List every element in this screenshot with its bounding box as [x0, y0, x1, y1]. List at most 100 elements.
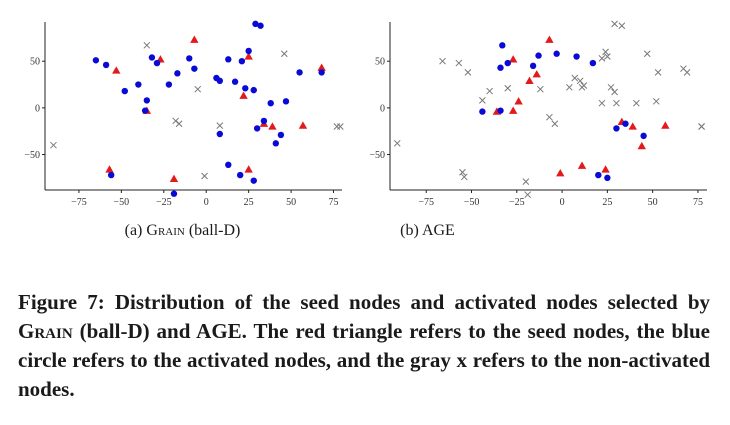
- non-activated-node-point: [336, 123, 344, 130]
- non-activated-node-point: [571, 74, 579, 82]
- activated-node-point: [272, 140, 280, 147]
- activated-node-point: [504, 59, 511, 67]
- seed-node-point: [637, 141, 646, 150]
- activated-node-point: [267, 100, 274, 107]
- activated-node-point: [153, 59, 161, 67]
- activated-node-point: [216, 77, 224, 85]
- scatter-plot-b: −75 −50 −25 0 25 50 75 −50 0 50: [369, 20, 707, 208]
- non-activated-node-point: [683, 69, 691, 76]
- seed-node-point: [105, 165, 114, 173]
- seed-node-point: [661, 121, 670, 129]
- non-activated-node-point: [643, 50, 651, 58]
- x-tick-label: 0: [204, 197, 209, 208]
- activated-node-point: [604, 174, 611, 182]
- non-activated-node-point: [194, 85, 202, 93]
- non-activated-node-point: [143, 41, 151, 49]
- seed-node-point: [601, 165, 610, 173]
- activated-node-point: [479, 108, 486, 115]
- figure-caption-prefix: Figure 7: Distribution of the seed nodes…: [18, 290, 710, 314]
- activated-node-point: [107, 171, 115, 179]
- non-activated-node-point: [546, 113, 553, 121]
- seed-node-point: [532, 70, 541, 78]
- activated-node-point: [296, 69, 303, 76]
- activated-node-point: [225, 56, 232, 63]
- non-activated-node-point: [175, 120, 183, 128]
- figure-caption-suffix: (ball-D) and AGE. The red triangle refer…: [18, 319, 710, 401]
- activated-node-point: [499, 42, 506, 49]
- activated-node-point: [640, 132, 647, 140]
- activated-node-point: [191, 65, 198, 72]
- non-activated-node-point: [393, 139, 401, 147]
- activated-node-point: [613, 125, 620, 132]
- non-activated-node-point: [598, 55, 606, 62]
- activated-node-point: [148, 54, 156, 61]
- non-activated-node-point: [460, 173, 468, 181]
- activated-node-point: [135, 81, 142, 88]
- x-tick-label: 75: [693, 197, 703, 208]
- non-activated-node-point: [618, 22, 626, 30]
- non-activated-node-point: [565, 83, 573, 91]
- activated-node-point: [238, 58, 246, 65]
- seed-node-point: [514, 97, 523, 105]
- seed-node-point: [508, 55, 518, 63]
- subcaption-b: (b) AGE: [365, 222, 490, 240]
- activated-node-point: [535, 52, 542, 59]
- seed-node-point: [244, 165, 253, 173]
- activated-node-point: [165, 81, 173, 88]
- non-activated-node-point: [551, 120, 559, 128]
- activated-node-point: [174, 70, 181, 77]
- non-activated-node-point: [604, 53, 611, 60]
- non-activated-node-point: [598, 99, 606, 107]
- activated-node-point: [553, 50, 560, 57]
- non-activated-node-point: [50, 141, 57, 149]
- activated-node-point: [529, 62, 537, 70]
- activated-node-point: [253, 125, 261, 132]
- y-tick-label: 0: [380, 103, 385, 114]
- non-activated-node-point: [536, 85, 544, 93]
- x-tick-label: −25: [156, 197, 172, 208]
- x-tick-label: 75: [329, 197, 339, 208]
- activated-node-point: [573, 53, 580, 60]
- activated-node-point: [121, 87, 128, 95]
- non-activated-node-point: [524, 191, 532, 199]
- subcaption-a: (a) Grain (ball-D): [0, 222, 365, 240]
- x-tick-label: −75: [418, 197, 434, 208]
- x-tick-label: 25: [602, 197, 612, 208]
- activated-node-point: [141, 107, 149, 114]
- non-activated-node-point: [439, 57, 446, 65]
- subcaption-a-suffix: (ball-D): [184, 222, 241, 239]
- non-activated-node-point: [652, 97, 660, 105]
- activated-node-point: [260, 117, 268, 125]
- subcaption-b-label: (b): [400, 222, 419, 239]
- non-activated-node-point: [580, 82, 588, 89]
- activated-node-point: [252, 20, 259, 28]
- activated-node-point: [102, 61, 110, 69]
- activated-node-point: [242, 85, 249, 92]
- non-activated-node-point: [611, 88, 618, 96]
- x-tick-label: 50: [648, 197, 658, 208]
- activated-node-point: [245, 47, 252, 55]
- seed-node-point: [169, 174, 179, 182]
- subcaption-b-method: AGE: [421, 222, 455, 239]
- non-activated-node-point: [280, 50, 288, 58]
- non-activated-node-point: [464, 69, 472, 76]
- seed-node-point: [545, 35, 554, 43]
- non-activated-node-point: [333, 123, 341, 130]
- non-activated-node-point: [504, 84, 512, 92]
- y-tick-label: 0: [35, 103, 40, 114]
- seed-node-point: [556, 169, 565, 177]
- non-activated-node-point: [633, 99, 640, 107]
- seed-node-point: [268, 122, 277, 130]
- seed-node-point: [244, 52, 253, 60]
- figure-caption-method: Grain: [18, 319, 73, 343]
- y-tick-label: −50: [24, 150, 40, 161]
- scatter-panel-b: −75 −50 −25 0 25 50 75 −50 0 50: [365, 0, 730, 250]
- non-activated-node-point: [522, 178, 530, 185]
- seed-node-point: [525, 76, 534, 84]
- seed-node-point: [239, 91, 248, 99]
- activated-node-point: [231, 78, 239, 85]
- non-activated-node-point: [479, 97, 486, 104]
- activated-node-point: [236, 171, 244, 179]
- activated-node-point: [595, 171, 602, 179]
- y-tick-label: 50: [30, 57, 40, 68]
